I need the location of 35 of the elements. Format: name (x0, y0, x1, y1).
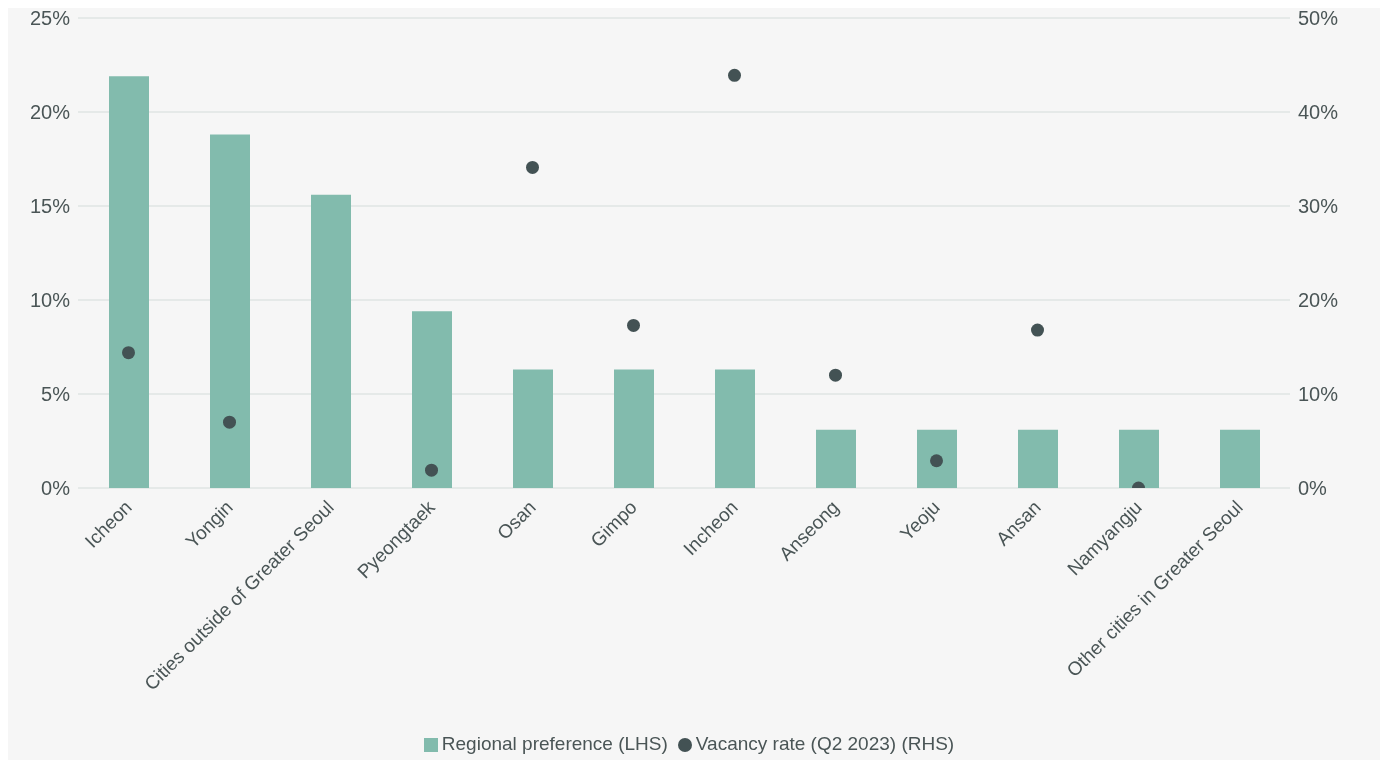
bar (715, 369, 755, 488)
y2-tick-label: 10% (1298, 383, 1339, 406)
bar (513, 369, 553, 488)
point (829, 368, 842, 382)
y2-tick-label: 20% (1298, 289, 1339, 312)
y-tick-label: 5% (41, 383, 71, 406)
y2-tick-label: 40% (1298, 101, 1339, 124)
point (930, 454, 943, 468)
bar (109, 76, 149, 488)
bar (816, 429, 856, 488)
y2-tick-label: 50% (1298, 7, 1339, 30)
point (627, 318, 640, 332)
y-tick-label: 15% (29, 195, 71, 218)
bar (210, 134, 250, 488)
point (1031, 323, 1044, 337)
bar (311, 194, 351, 488)
y2-tick-label: 0% (1298, 477, 1328, 500)
bar (1119, 429, 1159, 488)
y2-tick-label: 30% (1298, 195, 1339, 218)
legend-label: Regional preference (LHS) (441, 733, 668, 754)
point (223, 415, 236, 429)
y-tick-label: 0% (41, 477, 71, 500)
point (122, 346, 135, 360)
y-tick-label: 25% (29, 7, 71, 30)
bar (614, 369, 654, 488)
legend-label: Vacancy rate (Q2 2023) (RHS) (695, 733, 955, 754)
point (425, 463, 438, 477)
bar (412, 311, 452, 488)
point (526, 160, 539, 174)
bar (1220, 429, 1260, 488)
y-tick-label: 20% (29, 101, 71, 124)
point (728, 68, 741, 82)
bar (1018, 429, 1058, 488)
bar (917, 429, 957, 488)
y-tick-label: 10% (29, 289, 71, 312)
